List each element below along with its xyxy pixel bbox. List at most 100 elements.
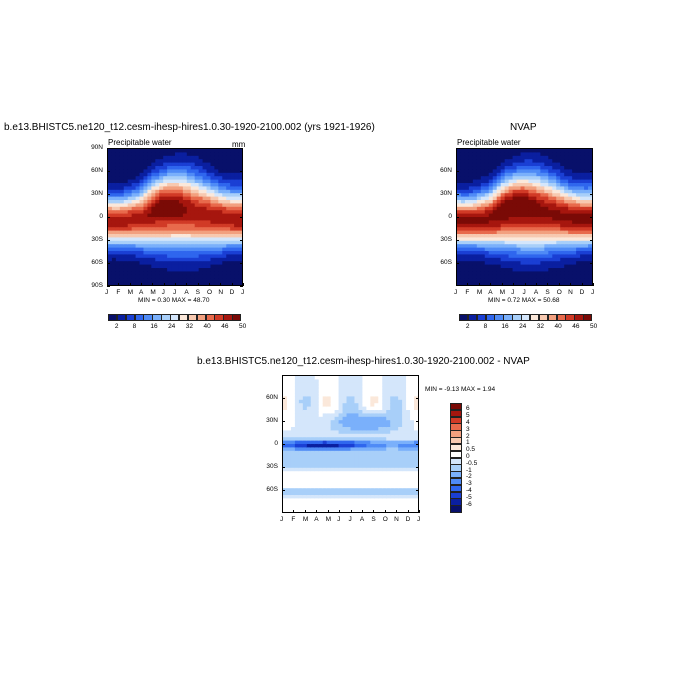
heatmap-cell: [214, 183, 219, 187]
heatmap-cell: [234, 230, 239, 235]
heatmap-cell: [374, 508, 379, 512]
heatmap-cell: [283, 478, 288, 482]
heatmap-cell: [390, 450, 395, 455]
heatmap-cell: [182, 210, 188, 215]
heatmap-cell: [457, 166, 462, 170]
heatmap-cell: [294, 379, 300, 384]
heatmap-cell: [548, 162, 553, 167]
heatmap-cell: [406, 423, 411, 428]
heatmap-cell: [374, 498, 379, 503]
heatmap-cell: [334, 389, 340, 394]
heatmap-cell: [382, 420, 387, 425]
heatmap-cell: [214, 172, 219, 177]
heatmap-cell: [108, 152, 113, 157]
heatmap-cell: [198, 210, 204, 215]
heatmap-cell: [210, 179, 216, 184]
heatmap-cell: [580, 203, 585, 208]
heatmap-cell: [560, 240, 565, 245]
heatmap-cell: [310, 495, 316, 499]
heatmap-cell: [139, 268, 145, 272]
heatmap-cell: [119, 172, 125, 177]
heatmap-cell: [374, 447, 379, 452]
heatmap-cell: [194, 247, 200, 252]
heatmap-cell: [115, 257, 121, 262]
heatmap-cell: [382, 389, 387, 394]
heatmap-cell: [366, 382, 371, 387]
heatmap-cell: [398, 464, 403, 469]
heatmap-cell: [366, 471, 371, 476]
heatmap-cell: [520, 189, 526, 194]
heatmap-cell: [496, 183, 502, 187]
heatmap-cell: [358, 481, 364, 486]
x-tick-mark: [163, 283, 165, 286]
heatmap-cell: [159, 271, 164, 276]
heatmap-cell: [306, 488, 312, 493]
heatmap-cell: [338, 433, 344, 438]
heatmap-cell: [390, 393, 395, 397]
heatmap-cell: [314, 403, 320, 408]
heatmap-cell: [194, 217, 200, 221]
heatmap-cell: [496, 210, 502, 215]
heatmap-cell: [346, 488, 352, 493]
heatmap-cell: [500, 261, 506, 266]
heatmap-cell: [584, 251, 589, 255]
heatmap-cell: [544, 247, 549, 252]
heatmap-cell: [283, 488, 288, 493]
heatmap-cell: [135, 176, 141, 181]
heatmap-cell: [512, 244, 518, 249]
heatmap-cell: [171, 264, 176, 269]
heatmap-cell: [496, 261, 502, 266]
heatmap-cell: [238, 203, 242, 208]
heatmap-cell: [457, 220, 462, 225]
heatmap-cell: [127, 183, 133, 187]
heatmap-cell: [202, 203, 208, 208]
heatmap-cell: [410, 505, 415, 510]
heatmap-cell: [206, 210, 212, 215]
heatmap-cell: [238, 247, 242, 252]
heatmap-cell: [159, 183, 164, 187]
heatmap-cell: [410, 427, 415, 431]
heatmap-cell: [178, 223, 184, 228]
heatmap-cell: [214, 189, 219, 194]
heatmap-cell: [286, 454, 292, 459]
heatmap-cell: [290, 420, 296, 425]
heatmap-cell: [198, 189, 204, 194]
y-tick-mark: [240, 171, 243, 172]
heatmap-cell: [234, 152, 239, 157]
heatmap-cell: [151, 264, 156, 269]
heatmap-cell: [186, 179, 192, 184]
heatmap-cell: [322, 389, 328, 394]
heatmap-cell: [414, 420, 418, 425]
heatmap-cell: [151, 172, 156, 177]
heatmap-cell: [194, 278, 200, 283]
heatmap-cell: [167, 244, 172, 249]
heatmap-cell: [194, 203, 200, 208]
heatmap-cell: [171, 196, 176, 201]
heatmap-cell: [230, 213, 235, 218]
heatmap-cell: [175, 227, 180, 232]
heatmap-cell: [496, 186, 502, 191]
heatmap-cell: [548, 257, 553, 262]
heatmap-cell: [147, 155, 152, 160]
heatmap-cell: [520, 183, 526, 187]
heatmap-cell: [218, 254, 223, 259]
heatmap-cell: [314, 416, 320, 421]
heatmap-cell: [544, 213, 549, 218]
heatmap-cell: [390, 471, 395, 476]
heatmap-cell: [163, 162, 168, 167]
heatmap-cell: [338, 501, 344, 506]
heatmap-cell: [568, 155, 573, 160]
heatmap-cell: [588, 247, 592, 252]
heatmap-cell: [302, 474, 308, 479]
heatmap-cell: [394, 433, 399, 438]
heatmap-cell: [135, 149, 141, 153]
heatmap-cell: [163, 152, 168, 157]
heatmap-cell: [210, 193, 216, 198]
heatmap-cell: [548, 264, 553, 269]
heatmap-cell: [330, 454, 336, 459]
heatmap-cell: [402, 450, 407, 455]
heatmap-cell: [326, 471, 332, 476]
heatmap-cell: [342, 427, 348, 431]
heatmap-cell: [480, 227, 486, 232]
heatmap-cell: [472, 234, 478, 238]
